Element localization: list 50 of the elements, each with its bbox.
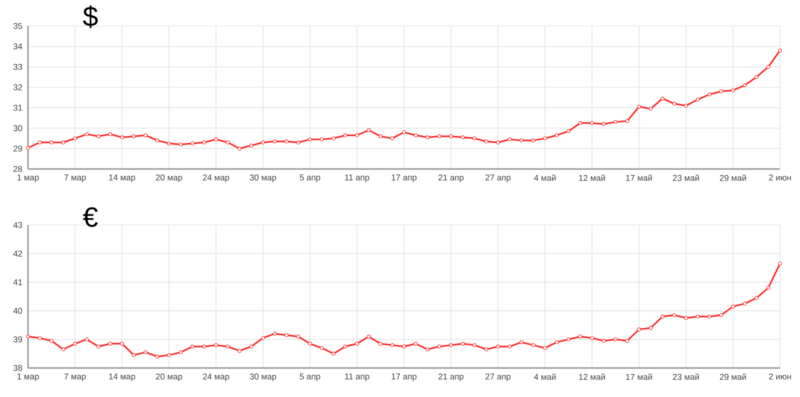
x-tick-label: 2 июн: [769, 174, 791, 181]
y-tick-label: 38: [13, 365, 22, 371]
y-tick-label: 33: [13, 64, 22, 70]
x-tick-label: 30 мар: [250, 174, 276, 182]
x-tick-label: 14 мар: [109, 174, 136, 182]
y-tick-label: 35: [13, 23, 22, 29]
x-tick-label: 23 май: [672, 374, 699, 380]
x-tick-label: 17 апр: [392, 174, 417, 182]
y-tick-label: 28: [13, 166, 22, 172]
x-tick-label: 20 мар: [156, 174, 182, 182]
y-tick-label: 42: [13, 250, 22, 257]
y-tick-label: 43: [13, 222, 22, 228]
x-tick-label: 21 апр: [438, 374, 464, 382]
chart-title: $: [82, 5, 98, 28]
x-tick-label: 4 май: [534, 374, 556, 380]
x-tick-label: 12 май: [579, 374, 605, 380]
x-tick-label: 2 июн: [769, 374, 791, 380]
x-tick-label: 4 май: [534, 174, 556, 181]
x-tick-label: 23 май: [672, 174, 699, 181]
chart-title: €: [82, 207, 98, 227]
y-tick-label: 34: [13, 43, 22, 50]
x-tick-label: 11 апр: [345, 374, 370, 382]
x-tick-label: 7 мар: [64, 374, 86, 382]
x-tick-label: 30 мар: [250, 374, 276, 382]
x-tick-label: 17 май: [626, 374, 652, 380]
y-tick-label: 41: [13, 279, 22, 286]
y-tick-label: 31: [13, 104, 22, 111]
x-tick-label: 17 апр: [392, 374, 417, 382]
y-tick-label: 30: [13, 125, 22, 132]
x-tick-label: 20 мар: [156, 374, 182, 382]
x-tick-label: 14 мар: [109, 374, 136, 382]
x-tick-label: 12 май: [579, 174, 605, 181]
x-tick-label: 21 апр: [438, 174, 464, 182]
x-tick-label: 27 апр: [486, 174, 511, 182]
x-tick-label: 24 мар: [202, 174, 230, 182]
x-tick-label: 7 мар: [64, 174, 86, 182]
x-tick-label: 29 май: [720, 174, 746, 181]
y-tick-label: 29: [13, 146, 22, 152]
x-tick-label: 27 апр: [486, 374, 511, 382]
x-tick-label: 5 апр: [300, 174, 320, 182]
x-tick-label: 17 май: [626, 174, 652, 181]
y-tick-label: 40: [13, 308, 22, 314]
y-tick-label: 32: [13, 84, 22, 90]
x-tick-label: 5 апр: [300, 374, 320, 382]
x-tick-label: 1 мар: [17, 374, 39, 382]
x-tick-label: 1 мар: [17, 174, 39, 182]
x-tick-label: 11 апр: [345, 174, 370, 182]
x-tick-label: 29 май: [720, 374, 746, 380]
y-tick-label: 39: [13, 336, 22, 342]
x-tick-label: 24 мар: [202, 374, 230, 382]
